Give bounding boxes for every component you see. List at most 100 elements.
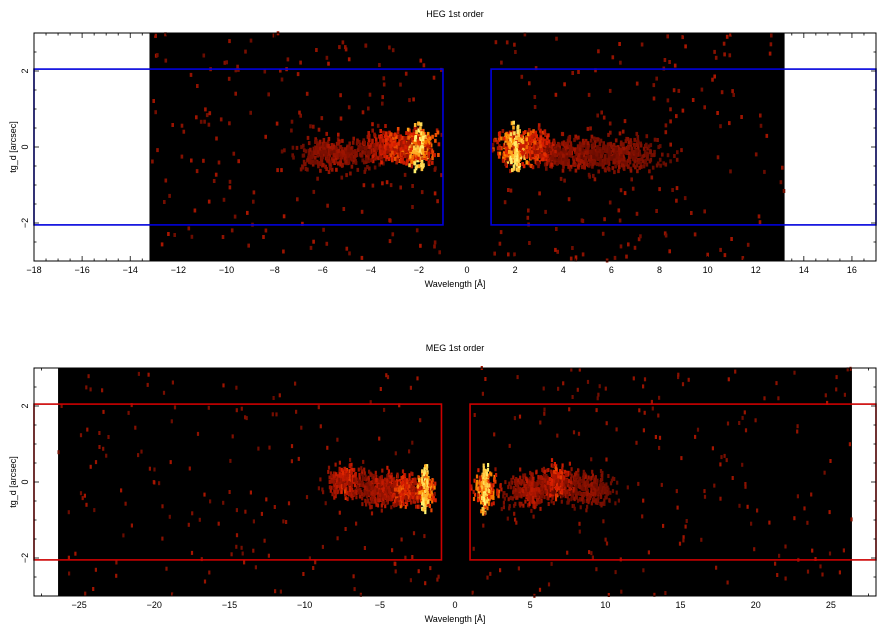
heatmap-pixel — [643, 428, 645, 432]
heatmap-pixel — [381, 95, 384, 99]
heatmap-pixel — [237, 159, 240, 163]
heatmap-pixel — [597, 499, 599, 503]
heatmap-pixel — [775, 381, 777, 385]
heatmap-pixel — [704, 495, 706, 499]
heatmap-pixel — [681, 35, 684, 39]
heatmap-pixel — [428, 483, 430, 487]
heatmap-pixel — [102, 447, 104, 451]
heatmap-pixel — [843, 548, 845, 552]
heatmap-pixel — [384, 124, 387, 128]
heatmap-pixel — [675, 114, 678, 118]
y-tick-label: 2 — [20, 68, 30, 73]
heatmap-pixel — [612, 148, 615, 152]
heatmap-pixel — [763, 170, 766, 174]
heatmap-pixel — [330, 489, 332, 493]
heatmap-pixel — [327, 470, 329, 474]
heg-panel: HEG 1st order Wavelength [Å] tg_d [arcse… — [8, 9, 876, 289]
heatmap-pixel — [519, 476, 521, 480]
heatmap-pixel — [580, 505, 582, 509]
heatmap-pixel — [512, 126, 515, 130]
heatmap-pixel — [433, 245, 436, 249]
heatmap-pixel — [583, 493, 585, 497]
heatmap-pixel — [419, 244, 422, 248]
heatmap-pixel — [325, 153, 328, 157]
heatmap-pixel — [423, 63, 426, 67]
heatmap-pixel — [571, 467, 573, 471]
heatmap-pixel — [564, 161, 567, 165]
heatmap-pixel — [329, 166, 332, 170]
heatmap-pixel — [362, 110, 365, 114]
heatmap-pixel — [511, 481, 513, 485]
heatmap-pixel — [287, 57, 290, 61]
heatmap-pixel — [420, 122, 423, 126]
heatmap-pixel — [215, 173, 218, 177]
heatmap-pixel — [680, 456, 682, 460]
heatmap-pixel — [325, 132, 328, 136]
heatmap-pixel — [348, 158, 351, 162]
heatmap-pixel — [412, 97, 415, 101]
heatmap-pixel — [415, 505, 417, 509]
heatmap-pixel — [281, 150, 284, 154]
heatmap-pixel — [285, 520, 287, 524]
heatmap-pixel — [552, 464, 554, 468]
heatmap-pixel — [397, 131, 400, 135]
heatmap-pixel — [491, 502, 493, 506]
heatmap-pixel — [395, 451, 397, 455]
heatmap-pixel — [667, 98, 670, 102]
heatmap-pixel — [428, 160, 431, 164]
heatmap-pixel — [682, 109, 685, 113]
heatmap-pixel — [357, 148, 360, 152]
heatmap-pixel — [563, 490, 565, 494]
heatmap-pixel — [671, 188, 674, 192]
heatmap-pixel — [753, 547, 755, 551]
heatmap-pixel — [724, 454, 726, 458]
heatmap-pixel — [536, 161, 539, 165]
heatmap-pixel — [363, 141, 366, 145]
heatmap-pixel — [338, 481, 340, 485]
heatmap-pixel — [314, 160, 317, 164]
heatmap-pixel — [627, 242, 630, 246]
heatmap-pixel — [391, 158, 394, 162]
heatmap-pixel — [630, 169, 633, 173]
heatmap-pixel — [563, 179, 566, 183]
heatmap-pixel — [676, 489, 678, 493]
heatmap-pixel — [218, 161, 221, 165]
heatmap-pixel — [168, 194, 171, 198]
heatmap-pixel — [355, 495, 357, 499]
heatmap-pixel — [527, 150, 530, 154]
heatmap-pixel — [612, 166, 615, 170]
heatmap-pixel — [625, 255, 628, 259]
heatmap-pixel — [510, 189, 513, 193]
heatmap-pixel — [388, 46, 391, 50]
heatmap-pixel — [527, 132, 530, 136]
heatmap-pixel — [505, 133, 508, 137]
heatmap-pixel — [335, 146, 338, 150]
heatmap-pixel — [655, 77, 658, 81]
heatmap-pixel — [438, 575, 440, 579]
heatmap-pixel — [539, 144, 542, 148]
heatmap-pixel — [322, 545, 324, 549]
heatmap-pixel — [151, 160, 154, 164]
heatmap-pixel — [218, 522, 220, 526]
heatmap-pixel — [824, 471, 826, 475]
heatmap-pixel — [543, 149, 546, 153]
heatmap-pixel — [684, 196, 687, 200]
heatmap-pixel — [335, 154, 338, 158]
heatmap-pixel — [408, 449, 410, 453]
heatmap-pixel — [302, 154, 305, 158]
heatmap-pixel — [358, 490, 360, 494]
heatmap-pixel — [636, 149, 639, 153]
heatmap-pixel — [697, 428, 699, 432]
heatmap-pixel — [551, 499, 553, 503]
heatmap-pixel — [318, 405, 320, 409]
heatmap-pixel — [504, 162, 507, 166]
heatmap-pixel — [581, 494, 583, 498]
heatmap-pixel — [347, 497, 349, 501]
heatmap-pixel — [703, 209, 706, 213]
heatmap-pixel — [371, 129, 374, 133]
heatmap-pixel — [138, 372, 140, 376]
heatmap-pixel — [499, 568, 501, 572]
heatmap-pixel — [381, 139, 384, 143]
heatmap-pixel — [597, 49, 600, 53]
